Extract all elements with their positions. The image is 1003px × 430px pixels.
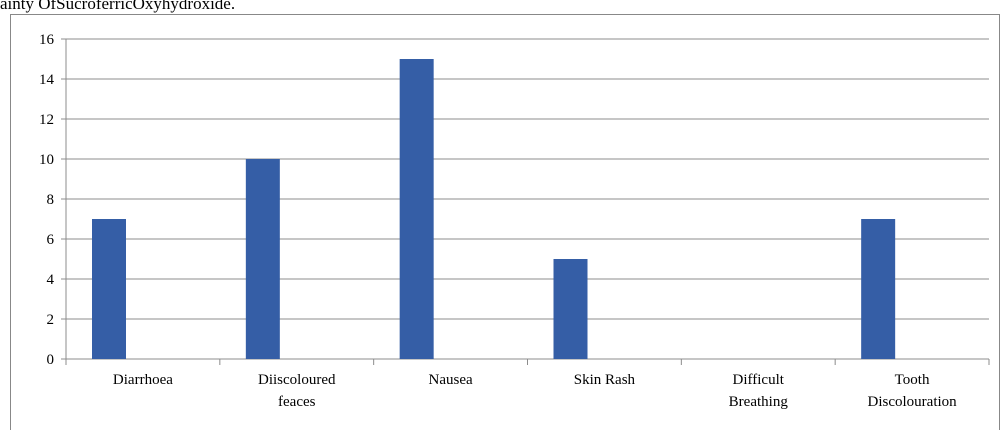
labels: 0 2 4 6 8 10 12 14 16 Diarrhoea Diiscoloured feaces… [39,32,957,410]
x-tick-label-5: Tooth Discolouration [868,372,958,410]
bars [92,59,896,359]
bar-5 [861,219,896,359]
bar-2 [399,59,434,359]
y-tick-label-14: 14 [39,72,55,88]
bar-0 [92,219,126,359]
y-tick-label-4: 4 [47,272,55,288]
chart-frame [10,14,1000,430]
gridlines [66,38,989,320]
x-tick-label-2: Nausea [429,372,473,388]
y-tick-label-2: 2 [47,312,55,328]
bar-3 [553,259,588,359]
x-tick-label-0: Diarrhoea [113,372,173,388]
axes [61,38,990,365]
y-tick-label-16: 16 [39,32,55,48]
figure-caption-fragment: ainty OfSucroferricOxyhydroxide. [0,0,236,13]
x-tick-label-3: Skin Rash [574,372,636,388]
x-tick-label-1: Diiscoloured feaces [258,372,336,410]
y-tick-label-0: 0 [47,352,55,368]
y-tick-label-6: 6 [47,232,55,248]
x-tick-label-4: Difficult Breathing [729,372,789,410]
bar-1 [245,159,280,359]
y-tick-label-10: 10 [39,152,54,168]
y-tick-label-12: 12 [39,112,54,128]
y-tick-label-8: 8 [47,192,55,208]
